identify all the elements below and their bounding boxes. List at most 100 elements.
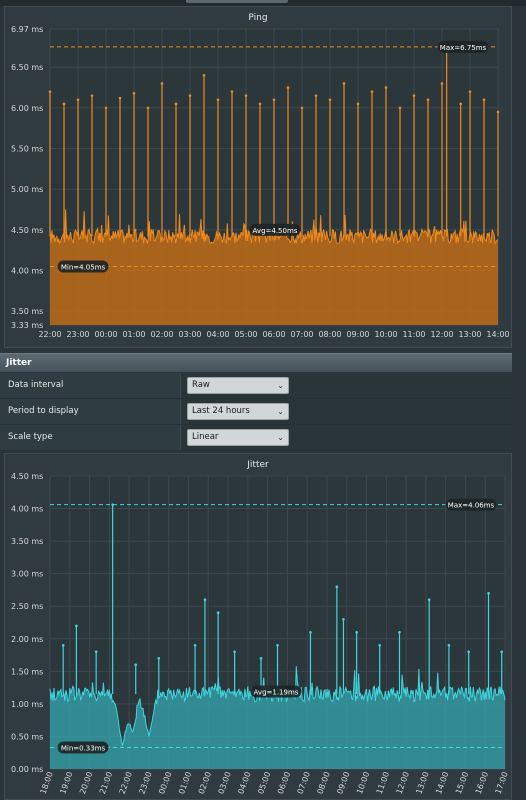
data-point[interactable] — [342, 617, 345, 621]
data-point[interactable] — [342, 82, 346, 85]
ping-chart[interactable]: Max=6.75ms Avg=4.50ms Min=4.05ms 6.97 ms 6.5… — [5, 7, 511, 347]
x-tick-label: 11:00 — [402, 330, 425, 339]
period-select[interactable]: Last 24 hours ⌄ — [187, 403, 289, 420]
x-tick-label: 11:00 — [375, 771, 391, 796]
data-point[interactable] — [314, 94, 318, 97]
data-point[interactable] — [468, 90, 472, 93]
data-point[interactable] — [244, 94, 248, 97]
data-point[interactable] — [203, 598, 207, 602]
data-point[interactable] — [412, 94, 416, 97]
data-point[interactable] — [398, 630, 401, 634]
scale-type-select[interactable]: Linear ⌄ — [187, 429, 289, 446]
y-tick-label: 3.33 ms — [11, 321, 43, 330]
x-tick-label: 03:00 — [178, 330, 201, 339]
data-point[interactable] — [426, 98, 430, 102]
data-point[interactable] — [134, 663, 138, 667]
data-point[interactable] — [378, 643, 382, 647]
scale-type-value: Linear — [192, 432, 219, 442]
ping-chart-panel: Ping Max=6.75ms Avg=4.50ms Min=4.05ms 6.97 … — [4, 6, 512, 348]
x-tick-label: 14:00 — [434, 771, 450, 796]
chevron-down-icon: ⌄ — [277, 407, 284, 416]
jitter-chart-title: Jitter — [247, 460, 269, 470]
top-strip — [0, 0, 526, 6]
data-interval-value: Raw — [192, 380, 210, 390]
data-point[interactable] — [174, 102, 178, 106]
min-label: Min=4.05ms — [61, 263, 106, 271]
data-point[interactable] — [300, 106, 304, 110]
data-point[interactable] — [216, 611, 220, 615]
data-interval-label: Data interval — [0, 373, 180, 398]
data-point[interactable] — [276, 643, 279, 647]
data-point[interactable] — [384, 86, 388, 89]
x-tick-label: 12:00 — [395, 771, 411, 796]
data-interval-select[interactable]: Raw ⌄ — [187, 377, 289, 394]
setting-row-scale-type: Scale type Linear ⌄ — [0, 425, 513, 451]
data-point[interactable] — [61, 643, 65, 647]
data-point[interactable] — [355, 630, 358, 634]
data-point[interactable] — [118, 96, 122, 100]
y-tick-label: 2.00 ms — [11, 635, 43, 644]
data-point[interactable] — [398, 106, 402, 110]
data-point[interactable] — [500, 650, 504, 654]
data-point[interactable] — [335, 585, 339, 588]
x-tick-label: 14:00 — [486, 330, 509, 339]
data-point[interactable] — [193, 643, 197, 647]
data-point[interactable] — [90, 94, 94, 97]
data-point[interactable] — [202, 74, 206, 77]
avg-label-bg — [250, 685, 302, 698]
data-point[interactable] — [62, 102, 66, 106]
y-tick-label: 6.97 ms — [11, 25, 43, 34]
data-point[interactable] — [328, 98, 332, 102]
y-tick-label: 5.50 ms — [11, 145, 43, 154]
data-point[interactable] — [157, 657, 161, 660]
y-tick-label: 0.00 ms — [11, 765, 43, 774]
data-point[interactable] — [76, 98, 80, 102]
jitter-chart[interactable]: Max=4.06ms Avg=1.19ms Min=0.33ms 4.50 ms 4.0… — [5, 454, 511, 799]
x-tick-label: 13:00 — [458, 330, 481, 339]
avg-label: Avg=1.19ms — [254, 689, 299, 697]
data-point[interactable] — [427, 598, 431, 602]
data-point[interactable] — [259, 657, 263, 660]
data-point[interactable] — [496, 110, 500, 114]
x-tick-label: 06:00 — [262, 330, 285, 339]
data-point[interactable] — [75, 624, 78, 628]
x-tick-label: 18:00 — [39, 771, 55, 796]
data-point[interactable] — [230, 90, 234, 93]
data-point[interactable] — [160, 82, 164, 85]
data-point[interactable] — [286, 86, 290, 89]
data-point[interactable] — [132, 91, 136, 95]
data-point[interactable] — [188, 94, 192, 97]
x-tick-label: 16:00 — [474, 771, 490, 796]
y-tick-label: 4.50 ms — [11, 472, 43, 481]
data-point[interactable] — [272, 98, 276, 102]
data-point[interactable] — [146, 106, 150, 110]
x-tick-label: 08:00 — [315, 771, 331, 796]
x-tick-label: 06:00 — [276, 771, 292, 796]
data-point[interactable] — [467, 650, 471, 654]
y-tick-label: 6.50 ms — [11, 63, 43, 72]
data-point[interactable] — [258, 102, 262, 106]
y-tick-label: 4.50 ms — [11, 226, 43, 235]
x-tick-label: 07:00 — [296, 771, 312, 796]
data-point[interactable] — [356, 102, 360, 106]
data-point[interactable] — [447, 643, 451, 647]
x-tick-label: 12:00 — [430, 330, 453, 339]
data-point[interactable] — [482, 98, 486, 102]
x-tick-label: 23:00 — [137, 771, 153, 796]
setting-row-period: Period to display Last 24 hours ⌄ — [0, 399, 513, 425]
data-point[interactable] — [233, 650, 236, 654]
data-point[interactable] — [216, 98, 220, 102]
data-point[interactable] — [48, 90, 52, 93]
x-tick-label: 01:00 — [177, 771, 193, 796]
y-tick-label: 1.50 ms — [11, 667, 43, 676]
data-point[interactable] — [111, 503, 114, 506]
data-point[interactable] — [459, 102, 462, 106]
data-point[interactable] — [104, 106, 108, 110]
data-point[interactable] — [309, 630, 312, 634]
x-tick-label: 13:00 — [414, 771, 430, 796]
data-point[interactable] — [487, 591, 490, 595]
data-point[interactable] — [370, 90, 374, 93]
data-point[interactable] — [440, 82, 444, 85]
y-tick-label: 3.50 ms — [11, 307, 43, 316]
data-point[interactable] — [94, 650, 98, 654]
